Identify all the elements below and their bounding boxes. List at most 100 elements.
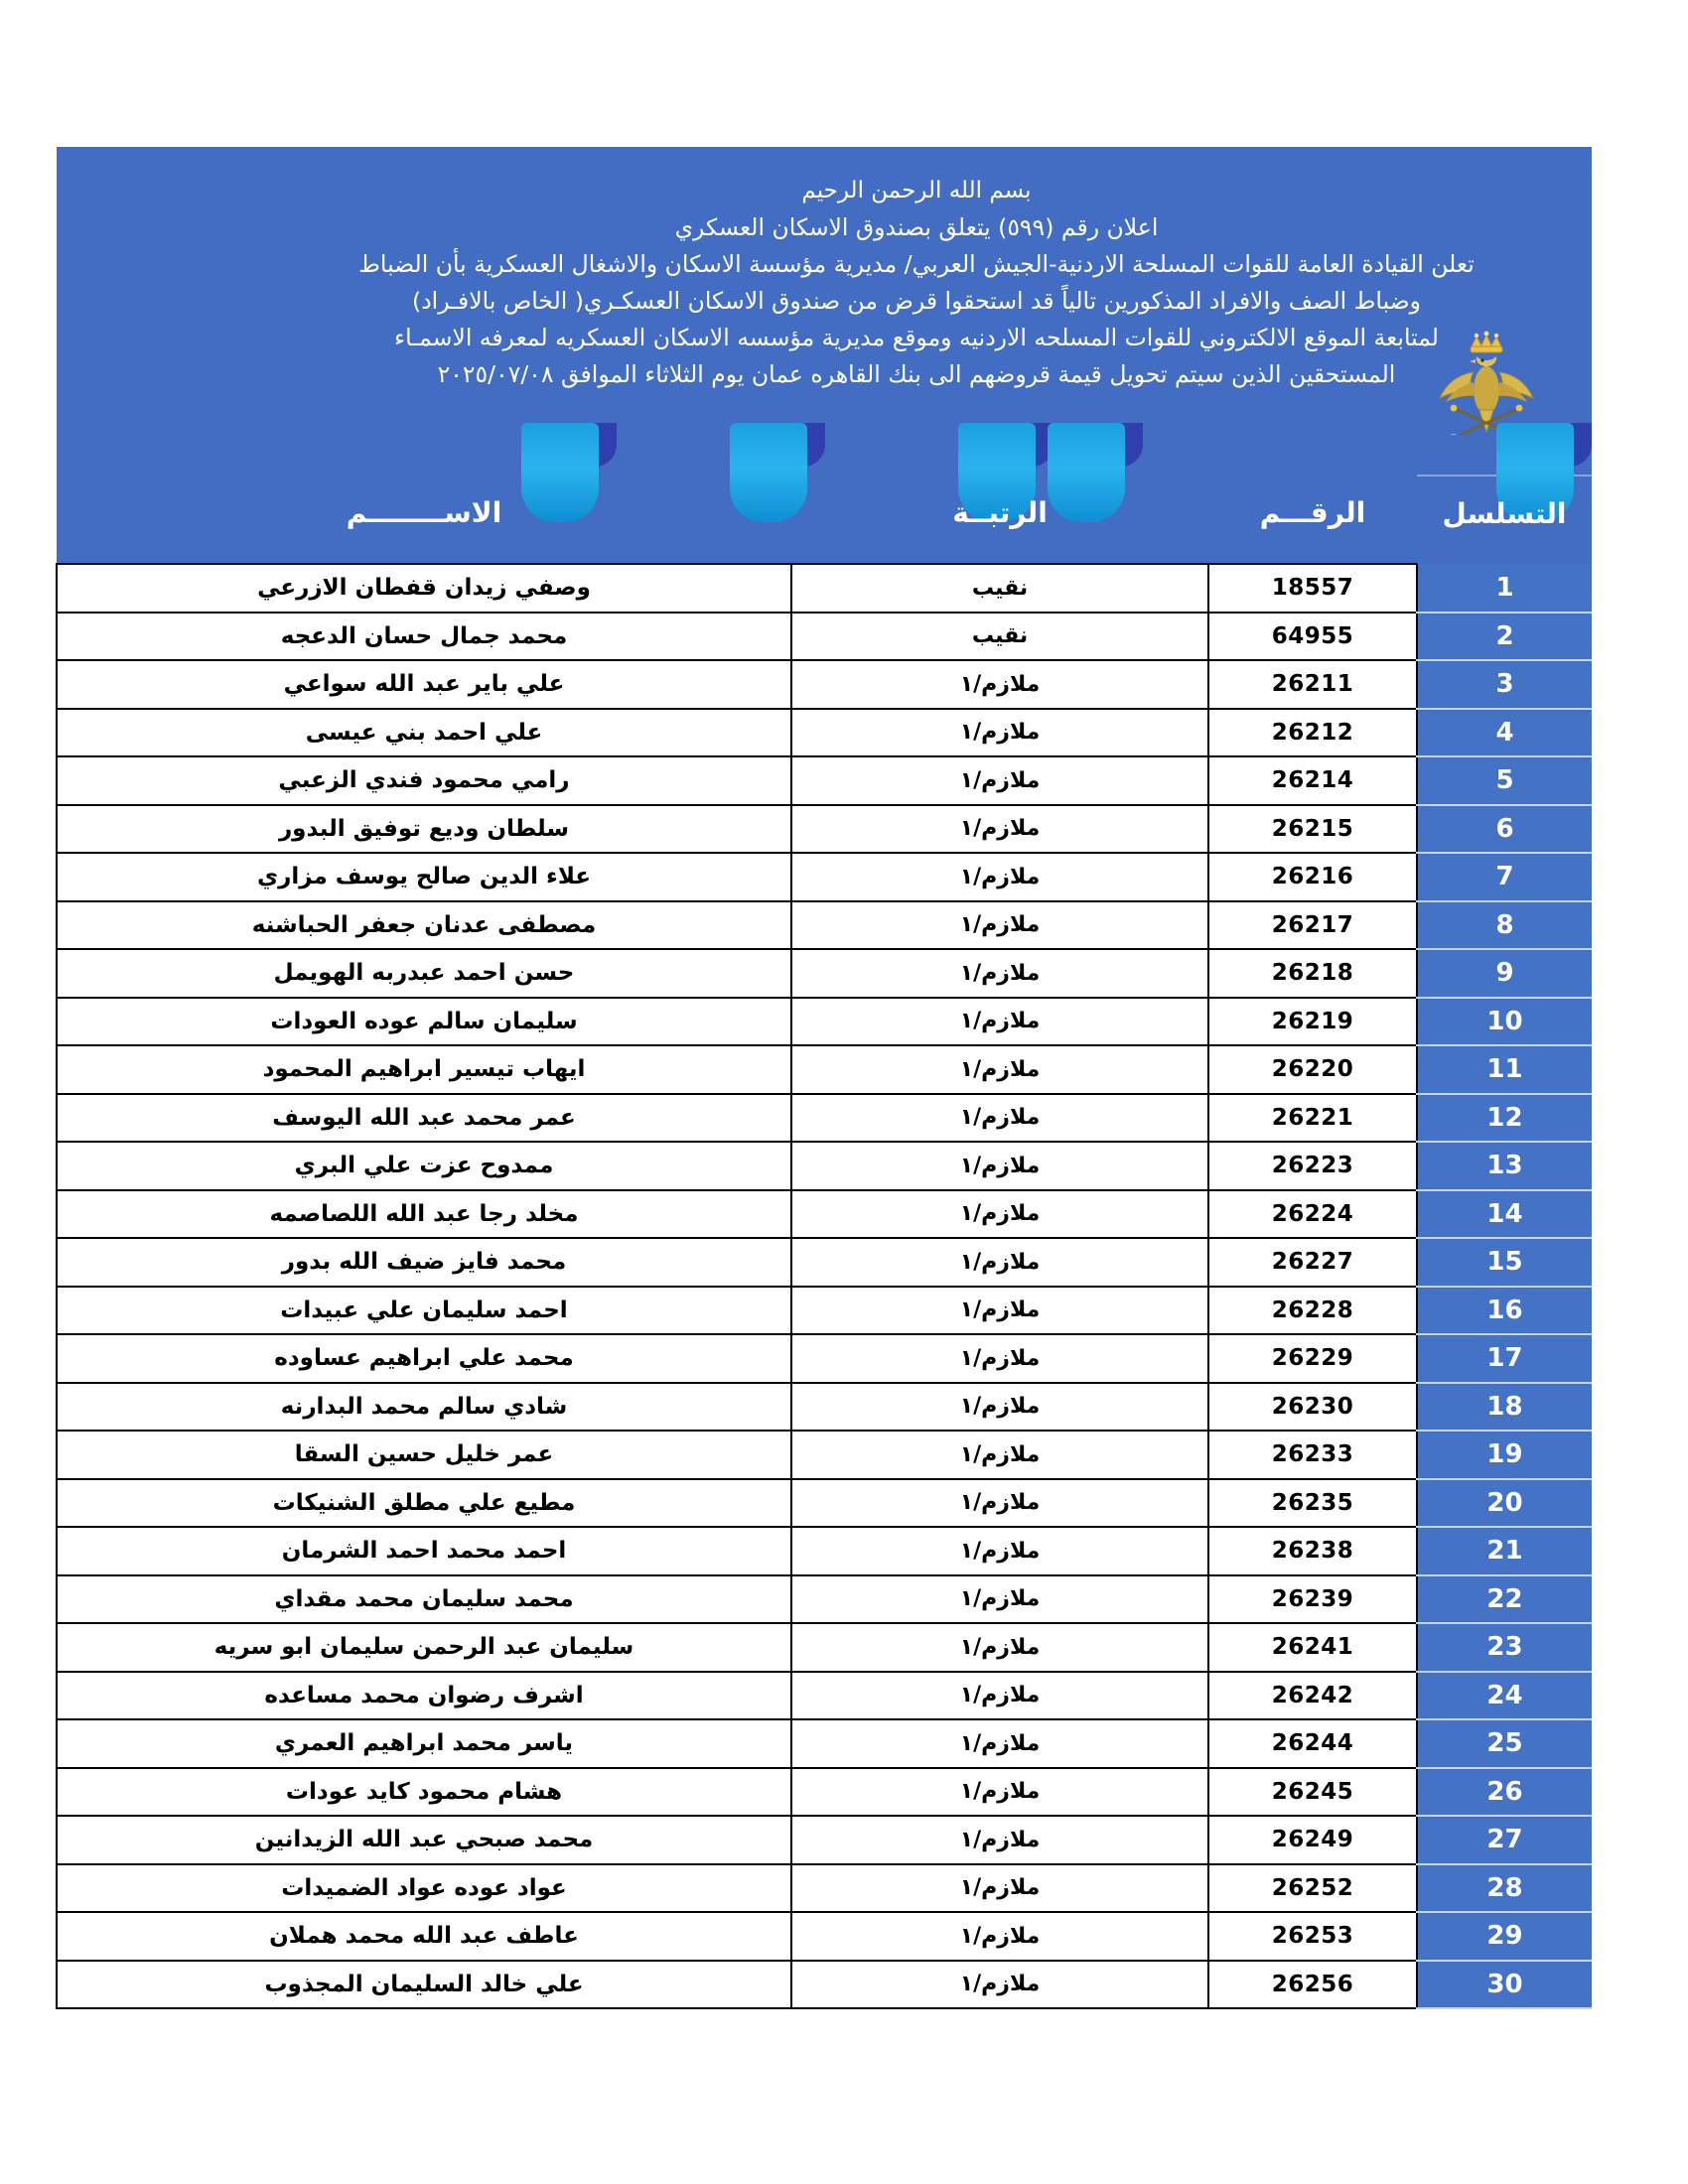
table-row: 20 26235 ملازم/١ مطيع علي مطلق الشنيكات bbox=[56, 1477, 1592, 1528]
cell-number: 26242 bbox=[1207, 1670, 1418, 1720]
cell-rank: ملازم/١ bbox=[790, 1718, 1209, 1769]
table-row: 18 26230 ملازم/١ شادي سالم محمد البدارنه bbox=[56, 1381, 1592, 1432]
cell-name: ايهاب تيسير ابراهيم المحمود bbox=[56, 1044, 792, 1095]
cell-sequence: 17 bbox=[1417, 1334, 1592, 1384]
cell-rank: ملازم/١ bbox=[790, 1285, 1209, 1335]
column-header-sequence-label: التسلسل bbox=[1442, 497, 1567, 530]
cell-name: مطيع علي مطلق الشنيكات bbox=[56, 1477, 792, 1528]
cell-rank: ملازم/١ bbox=[790, 755, 1209, 806]
cell-name: محمد فايز ضيف الله بدور bbox=[56, 1237, 792, 1288]
table-row: 21 26238 ملازم/١ احمد محمد احمد الشرمان bbox=[56, 1526, 1592, 1576]
cell-sequence: 9 bbox=[1417, 949, 1592, 999]
cell-sequence: 10 bbox=[1417, 997, 1592, 1046]
column-header-sequence: التسلسل bbox=[1417, 435, 1592, 564]
cell-number: 26221 bbox=[1207, 1092, 1418, 1143]
cell-sequence: 11 bbox=[1417, 1045, 1592, 1095]
table-row: 24 26242 ملازم/١ اشرف رضوان محمد مساعده bbox=[56, 1670, 1592, 1720]
cell-rank: ملازم/١ bbox=[790, 1044, 1209, 1095]
cell-name: مخلد رجا عبد الله اللصاصمه bbox=[56, 1188, 792, 1239]
table-row: 3 26211 ملازم/١ علي باير عبد الله سواعي bbox=[56, 659, 1592, 710]
column-header-rank: الرتبــة bbox=[791, 435, 1208, 564]
cell-number: 26214 bbox=[1207, 755, 1418, 806]
cell-rank: نقيب bbox=[790, 563, 1209, 614]
eligible-officers-table-container: التسلسل الرقـــم الرتبــة الاســــــــم … bbox=[56, 423, 1592, 2009]
cell-number: 26252 bbox=[1207, 1862, 1418, 1913]
cell-number: 26233 bbox=[1207, 1430, 1418, 1480]
cell-rank: ملازم/١ bbox=[790, 1477, 1209, 1528]
announcement-text-block: بسم الله الرحمن الرحيم اعلان رقم (٥٩٩) ي… bbox=[281, 173, 1552, 393]
cell-number: 26238 bbox=[1207, 1526, 1418, 1576]
cell-sequence: 12 bbox=[1417, 1093, 1592, 1143]
cell-number: 26218 bbox=[1207, 948, 1418, 999]
cell-rank: ملازم/١ bbox=[790, 1622, 1209, 1673]
table-row: 14 26224 ملازم/١ مخلد رجا عبد الله اللصاصمه bbox=[56, 1188, 1592, 1239]
cell-name: مصطفى عدنان جعفر الحباشنه bbox=[56, 899, 792, 950]
cell-name: حسن احمد عبدربه الهويمل bbox=[56, 948, 792, 999]
table-row: 23 26241 ملازم/١ سليمان عبد الرحمن سليمان ا… bbox=[56, 1622, 1592, 1673]
cell-sequence: 24 bbox=[1417, 1671, 1592, 1720]
cell-sequence: 13 bbox=[1417, 1142, 1592, 1191]
cell-rank: ملازم/١ bbox=[790, 1526, 1209, 1576]
cell-name: سليمان عبد الرحمن سليمان ابو سريه bbox=[56, 1622, 792, 1673]
cell-rank: ملازم/١ bbox=[790, 1430, 1209, 1480]
cell-rank: ملازم/١ bbox=[790, 1766, 1209, 1817]
cell-number: 26228 bbox=[1207, 1285, 1418, 1335]
cell-number: 26223 bbox=[1207, 1141, 1418, 1191]
cell-number: 18557 bbox=[1207, 563, 1418, 614]
cell-sequence: 29 bbox=[1417, 1912, 1592, 1962]
cell-name: محمد صبحي عبد الله الزيدانين bbox=[56, 1815, 792, 1865]
cell-name: شادي سالم محمد البدارنه bbox=[56, 1381, 792, 1432]
cell-sequence: 14 bbox=[1417, 1189, 1592, 1239]
cell-rank: ملازم/١ bbox=[790, 1188, 1209, 1239]
table-row: 16 26228 ملازم/١ احمد سليمان علي عبيدات bbox=[56, 1285, 1592, 1335]
banner-line-eligibility: وضباط الصف والافراد المذكورين تالياً قد … bbox=[412, 287, 1421, 315]
banner-line-bank-date: المستحقين الذين سيتم تحويل قيمة قروضهم ا… bbox=[437, 360, 1396, 388]
cell-number: 26217 bbox=[1207, 899, 1418, 950]
cell-sequence: 6 bbox=[1417, 804, 1592, 854]
cell-number: 26212 bbox=[1207, 707, 1418, 757]
cell-sequence: 5 bbox=[1417, 756, 1592, 806]
table-row: 19 26233 ملازم/١ عمر خليل حسين السقا bbox=[56, 1430, 1592, 1480]
table-row: 17 26229 ملازم/١ محمد علي ابراهيم عساوده bbox=[56, 1333, 1592, 1384]
table-row: 26 26245 ملازم/١ هشام محمود كايد عودات bbox=[56, 1766, 1592, 1817]
cell-number: 26241 bbox=[1207, 1622, 1418, 1673]
cell-name: عواد عوده عواد الضميدات bbox=[56, 1862, 792, 1913]
column-header-name-label: الاســــــــم bbox=[346, 496, 502, 529]
column-header-number-label: الرقـــم bbox=[1259, 496, 1366, 529]
table-row: 29 26253 ملازم/١ عاطف عبد الله محمد هملان bbox=[56, 1911, 1592, 1962]
cell-rank: ملازم/١ bbox=[790, 659, 1209, 710]
cell-number: 26256 bbox=[1207, 1959, 1418, 2009]
table-row: 15 26227 ملازم/١ محمد فايز ضيف الله بدور bbox=[56, 1237, 1592, 1288]
column-header-number: الرقـــم bbox=[1208, 435, 1417, 564]
cell-name: علي خالد السليمان المجذوب bbox=[56, 1959, 792, 2009]
cell-rank: ملازم/١ bbox=[790, 1381, 1209, 1432]
cell-sequence: 20 bbox=[1417, 1478, 1592, 1528]
table-row: 9 26218 ملازم/١ حسن احمد عبدربه الهويمل bbox=[56, 948, 1592, 999]
cell-name: احمد سليمان علي عبيدات bbox=[56, 1285, 792, 1335]
table-row: 1 18557 نقيب وصفي زيدان قفطان الازرعي bbox=[56, 563, 1592, 614]
cell-sequence: 16 bbox=[1417, 1286, 1592, 1335]
cell-rank: ملازم/١ bbox=[790, 1911, 1209, 1962]
table-row: 8 26217 ملازم/١ مصطفى عدنان جعفر الحباشنه bbox=[56, 899, 1592, 950]
cell-rank: ملازم/١ bbox=[790, 1670, 1209, 1720]
table-row: 12 26221 ملازم/١ عمر محمد عبد الله اليوسف bbox=[56, 1092, 1592, 1143]
cell-number: 64955 bbox=[1207, 611, 1418, 661]
cell-number: 26245 bbox=[1207, 1766, 1418, 1817]
cell-number: 26224 bbox=[1207, 1188, 1418, 1239]
cell-sequence: 22 bbox=[1417, 1574, 1592, 1624]
cell-name: محمد سليمان محمد مقداي bbox=[56, 1573, 792, 1624]
cell-rank: ملازم/١ bbox=[790, 996, 1209, 1046]
cell-number: 26235 bbox=[1207, 1477, 1418, 1528]
table-row: 7 26216 ملازم/١ علاء الدين صالح يوسف مزاري bbox=[56, 852, 1592, 902]
cell-rank: ملازم/١ bbox=[790, 1573, 1209, 1624]
cell-name: وصفي زيدان قفطان الازرعي bbox=[56, 563, 792, 614]
eligible-officers-table: التسلسل الرقـــم الرتبــة الاســــــــم … bbox=[56, 435, 1592, 2009]
cell-name: عمر خليل حسين السقا bbox=[56, 1430, 792, 1480]
cell-name: عمر محمد عبد الله اليوسف bbox=[56, 1092, 792, 1143]
table-row: 4 26212 ملازم/١ علي احمد بني عيسى bbox=[56, 707, 1592, 757]
table-body: 1 18557 نقيب وصفي زيدان قفطان الازرعي 2 64955… bbox=[56, 563, 1592, 2009]
cell-sequence: 3 bbox=[1417, 660, 1592, 710]
table-row: 27 26249 ملازم/١ محمد صبحي عبد الله الزيدان… bbox=[56, 1815, 1592, 1865]
cell-number: 26239 bbox=[1207, 1573, 1418, 1624]
table-row: 6 26215 ملازم/١ سلطان وديع توفيق البدور bbox=[56, 803, 1592, 854]
